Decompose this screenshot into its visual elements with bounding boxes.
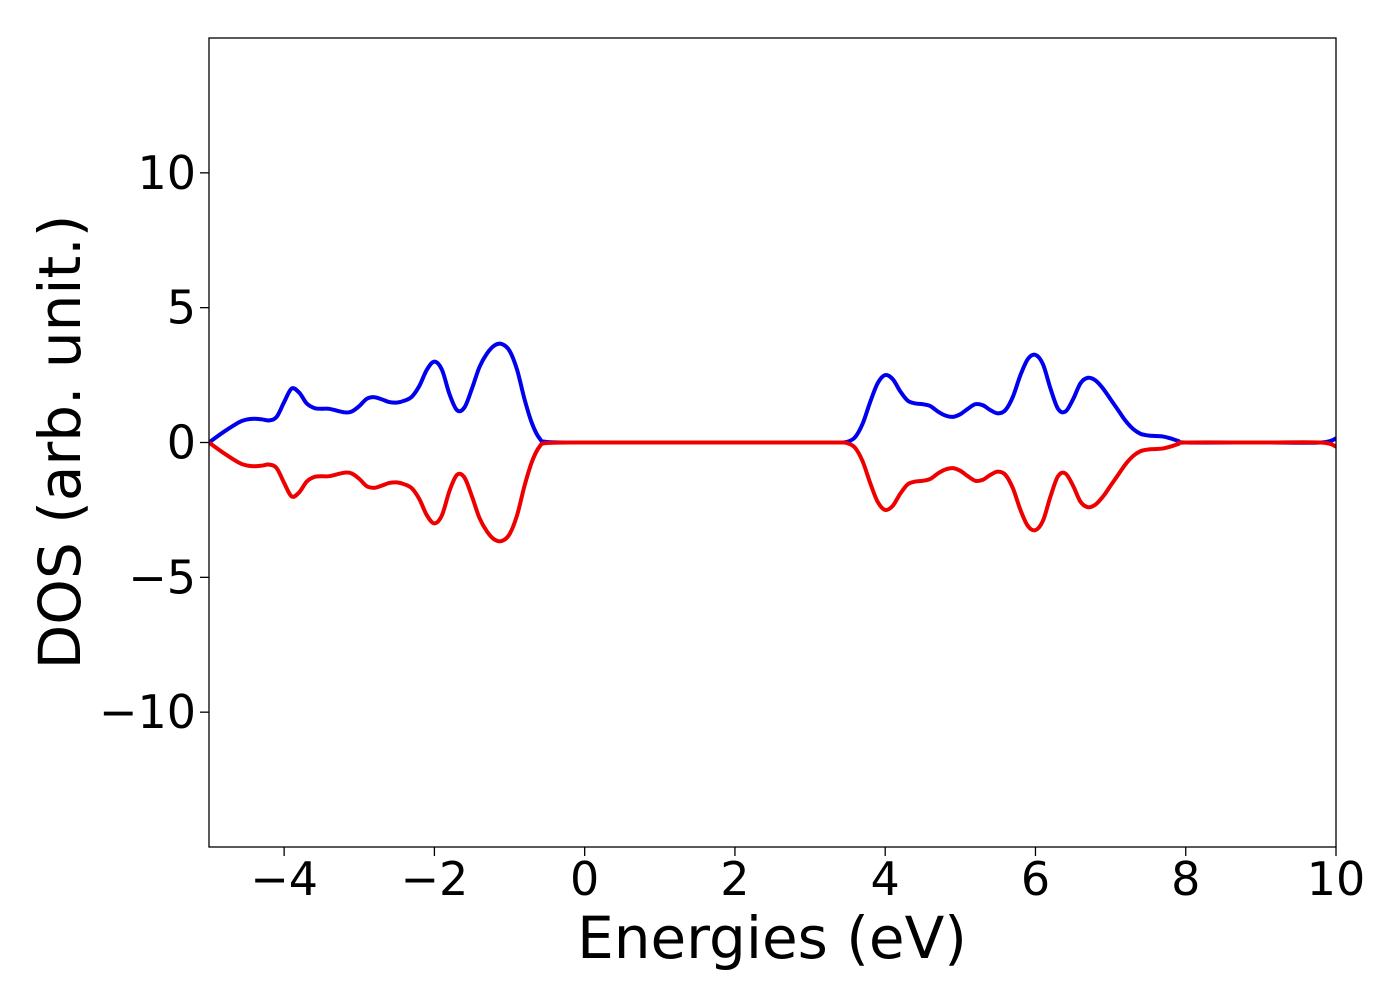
x-tick-label: −2 xyxy=(400,852,468,906)
x-axis: −4 −2 0 2 4 6 8 10 xyxy=(250,847,1365,906)
x-axis-label: Energies (eV) xyxy=(577,904,967,972)
series-layer xyxy=(209,341,1336,544)
dos-series-line-up xyxy=(209,341,1336,445)
x-tick-label: 8 xyxy=(1171,852,1200,906)
y-tick-label: 10 xyxy=(137,146,196,200)
y-tick-label: −5 xyxy=(128,550,196,604)
x-tick-label: 4 xyxy=(871,852,900,906)
x-tick-label: 10 xyxy=(1307,852,1366,906)
y-axis: −10 −5 0 5 10 xyxy=(99,146,209,739)
y-tick-label: −10 xyxy=(99,685,196,739)
y-tick-label: 0 xyxy=(167,416,196,470)
x-tick-label: −4 xyxy=(250,852,318,906)
x-tick-label: 2 xyxy=(720,852,749,906)
x-tick-label: 0 xyxy=(570,852,599,906)
x-tick-label: 6 xyxy=(1021,852,1050,906)
y-tick-label: 5 xyxy=(167,281,196,335)
dos-series-line-down xyxy=(209,440,1336,544)
y-axis-label: DOS (arb. unit.) xyxy=(26,215,94,670)
